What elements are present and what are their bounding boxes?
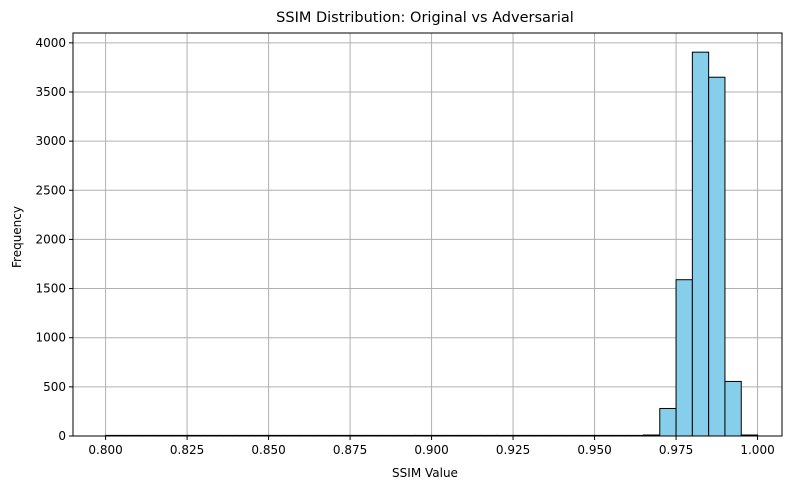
y-tick-label: 500 <box>43 380 66 394</box>
x-tick-label: 0.825 <box>170 443 204 457</box>
y-axis-ticks: 0 500 1000 1500 2000 2500 3000 3500 4000 <box>35 36 73 443</box>
y-tick-label: 1500 <box>35 282 66 296</box>
x-tick-label: 0.975 <box>659 443 693 457</box>
y-tick-label: 3000 <box>35 134 66 148</box>
x-axis-ticks: 0.800 0.825 0.850 0.875 0.900 0.925 0.950 0.975… <box>88 436 775 457</box>
y-tick-label: 4000 <box>35 36 66 50</box>
x-axis-label: SSIM Value <box>392 466 458 480</box>
x-tick-label: 0.800 <box>88 443 122 457</box>
histogram-bar <box>675 279 693 437</box>
histogram-bar <box>724 380 742 437</box>
y-axis-label: Frequency <box>10 206 24 268</box>
x-tick-label: 0.900 <box>414 443 448 457</box>
histogram-bar <box>659 407 677 437</box>
x-tick-label: 1.000 <box>740 443 774 457</box>
plot-frame <box>72 32 783 437</box>
x-tick-label: 0.875 <box>333 443 367 457</box>
y-tick-label: 0 <box>58 429 66 443</box>
x-tick-label: 0.925 <box>496 443 530 457</box>
y-tick-label: 3500 <box>35 85 66 99</box>
y-tick-label: 2500 <box>35 183 66 197</box>
chart-title: SSIM Distribution: Original vs Adversari… <box>276 10 574 26</box>
histogram-bar <box>708 76 726 437</box>
x-tick-label: 0.950 <box>577 443 611 457</box>
y-tick-label: 2000 <box>35 232 66 246</box>
histogram-bar <box>691 51 710 437</box>
x-tick-label: 0.850 <box>251 443 285 457</box>
y-tick-label: 1000 <box>35 331 66 345</box>
